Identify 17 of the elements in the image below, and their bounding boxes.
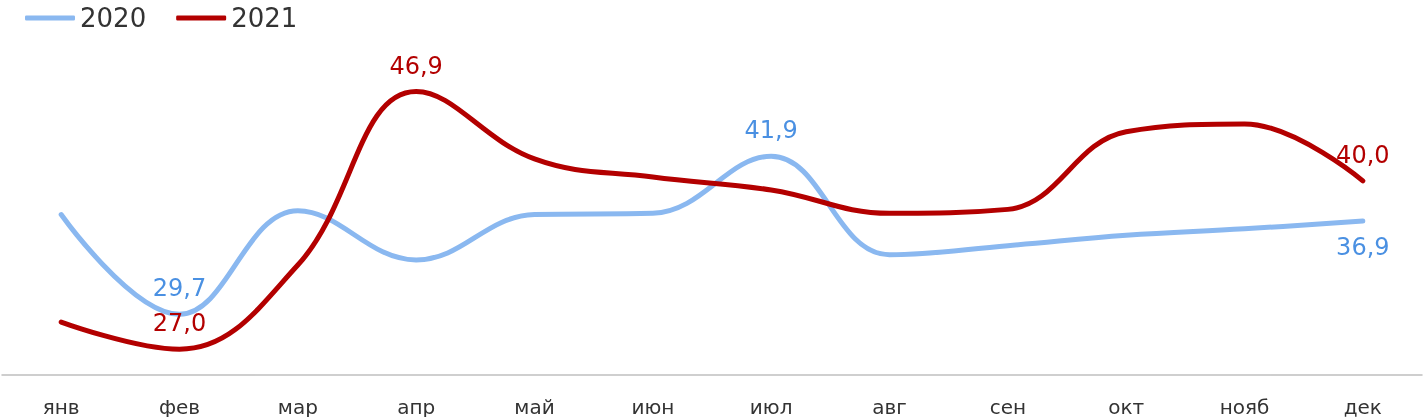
data-label: 46,9 (389, 51, 443, 80)
x-tick-label: янв (42, 395, 80, 417)
legend-label: 2021 (231, 3, 298, 33)
data-label: 27,0 (152, 309, 207, 338)
data-label: 40,0 (1336, 140, 1390, 169)
x-tick-label: окт (1108, 395, 1145, 417)
legend-label: 2020 (80, 3, 147, 33)
data-label: 41,9 (744, 116, 798, 145)
x-tick-label: июн (631, 395, 675, 417)
x-tick-label: авг (872, 395, 907, 417)
x-tick-label: май (514, 395, 555, 417)
x-tick-label: нояб (1219, 395, 1270, 417)
x-tick-label: июл (749, 395, 793, 417)
data-label: 36,9 (1336, 233, 1390, 262)
data-label: 29,7 (152, 274, 207, 303)
x-tick-label: дек (1343, 395, 1382, 417)
x-tick-label: сен (989, 395, 1027, 417)
